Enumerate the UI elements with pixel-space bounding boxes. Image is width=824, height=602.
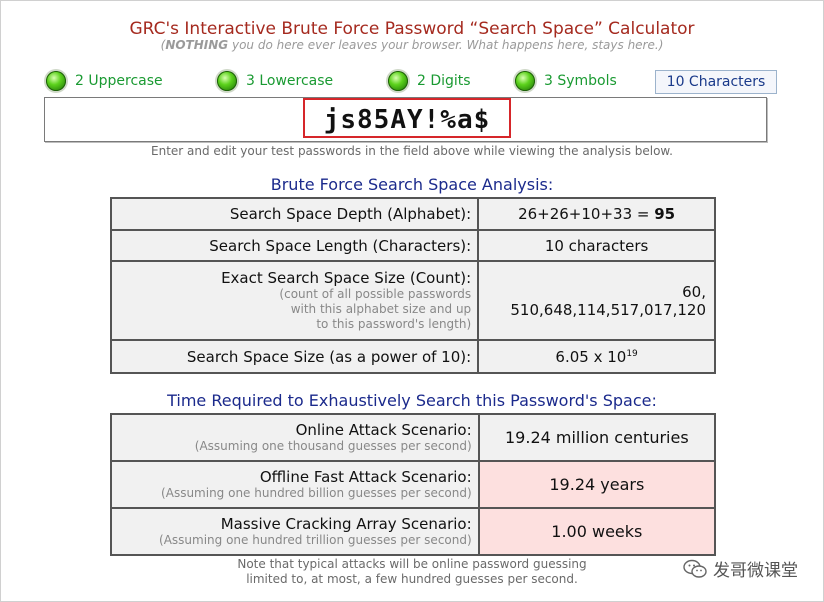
massive-scenario-value: 1.00 weeks [477, 507, 717, 556]
page-subtitle: (NOTHING you do here ever leaves your br… [160, 38, 664, 52]
table-row: Search Space Size (as a power of 10): 6.… [109, 339, 716, 374]
indicator-digits-label: 2 Digits [417, 73, 471, 89]
online-scenario-cell: Online Attack Scenario: (Assuming one th… [110, 413, 480, 462]
green-led-icon [388, 71, 408, 91]
indicator-symbols: 3 Symbols [515, 68, 617, 94]
online-scenario-note: (Assuming one thousand guesses per secon… [194, 439, 472, 453]
offline-scenario-note: (Assuming one hundred billion guesses pe… [161, 486, 472, 500]
indicator-uppercase: 2 Uppercase [46, 68, 163, 94]
footnote-line-1: Note that typical attacks will be online… [237, 557, 587, 571]
depth-value: 26+26+10+33 = 95 [477, 197, 716, 231]
offline-scenario-cell: Offline Fast Attack Scenario: (Assuming … [110, 460, 480, 509]
massive-scenario-note: (Assuming one hundred trillion guesses p… [159, 533, 472, 547]
green-led-icon [217, 71, 237, 91]
character-class-indicators: 2 Uppercase 3 Lowercase 2 Digits 3 Symbo… [0, 68, 824, 96]
watermark-text: 发哥微课堂 [713, 561, 798, 581]
password-hint: Enter and edit your test passwords in th… [151, 144, 673, 158]
massive-scenario-cell: Massive Cracking Array Scenario: (Assumi… [110, 507, 480, 556]
table-row: Online Attack Scenario: (Assuming one th… [110, 413, 717, 462]
offline-scenario-label: Offline Fast Attack Scenario: [259, 468, 472, 486]
indicator-lowercase-label: 3 Lowercase [246, 73, 334, 89]
length-value: 10 characters [477, 229, 716, 262]
length-label: Search Space Length (Characters): [109, 229, 480, 262]
wechat-icon [683, 559, 707, 578]
online-scenario-label: Online Attack Scenario: [295, 421, 472, 439]
exact-size-note-3: to this password's length) [316, 317, 472, 331]
exact-size-label: Exact Search Space Size (Count): [221, 269, 472, 287]
time-title: Time Required to Exhaustively Search thi… [167, 391, 657, 410]
exact-size-value-line-2: 510,648,114,517,017,120 [510, 300, 706, 319]
table-row: Search Space Length (Characters): 10 cha… [109, 229, 716, 262]
footnote: Note that typical attacks will be online… [0, 557, 824, 587]
exact-size-cell: Exact Search Space Size (Count): (count … [109, 260, 480, 341]
password-input[interactable]: js85AY!%a$ [303, 98, 511, 138]
table-row: Search Space Depth (Alphabet): 26+26+10+… [109, 197, 716, 231]
green-led-icon [515, 71, 535, 91]
exact-size-note-2: with this alphabet size and up [290, 302, 472, 316]
exact-size-value-line-1: 60, [682, 282, 706, 301]
character-count-badge: 10 Characters [655, 70, 777, 94]
indicator-lowercase: 3 Lowercase [217, 68, 333, 94]
online-scenario-value: 19.24 million centuries [477, 413, 717, 462]
footnote-line-2: limited to, at most, a few hundred guess… [246, 572, 578, 586]
indicator-uppercase-label: 2 Uppercase [75, 73, 163, 89]
indicator-digits: 2 Digits [388, 68, 471, 94]
watermark: 发哥微课堂 [683, 556, 798, 581]
table-row: Massive Cracking Array Scenario: (Assumi… [110, 507, 717, 556]
exact-size-note-1: (count of all possible passwords [279, 287, 472, 301]
green-led-icon [46, 71, 66, 91]
power-label: Search Space Size (as a power of 10): [109, 339, 480, 374]
analysis-table: Search Space Depth (Alphabet): 26+26+10+… [109, 197, 716, 374]
table-row: Offline Fast Attack Scenario: (Assuming … [110, 460, 717, 509]
offline-scenario-value: 19.24 years [477, 460, 717, 509]
page-title: GRC's Interactive Brute Force Password “… [129, 19, 695, 39]
exact-size-value: 60, 510,648,114,517,017,120 [477, 260, 716, 341]
indicator-symbols-label: 3 Symbols [544, 73, 617, 89]
table-row: Exact Search Space Size (Count): (count … [109, 260, 716, 341]
massive-scenario-label: Massive Cracking Array Scenario: [220, 515, 472, 533]
power-value: 6.05 x 1019 [477, 339, 716, 374]
time-table: Online Attack Scenario: (Assuming one th… [110, 413, 717, 556]
analysis-title: Brute Force Search Space Analysis: [270, 175, 554, 194]
depth-label: Search Space Depth (Alphabet): [109, 197, 480, 231]
